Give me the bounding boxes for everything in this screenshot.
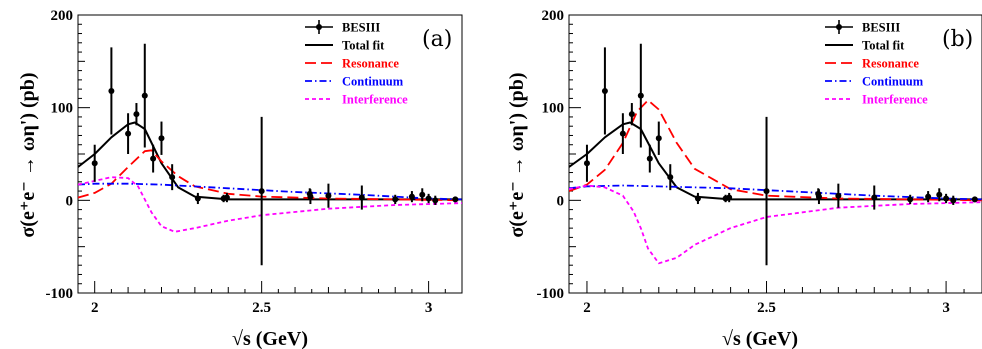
besiii-data-points: [91, 43, 459, 266]
besiii-data-points: [583, 43, 978, 266]
legend-label-resonance: Resonance: [342, 57, 399, 71]
data-point: [936, 191, 943, 198]
legend-label-besiii: BESIII: [342, 21, 380, 35]
data-point: [694, 195, 701, 202]
data-point: [408, 193, 415, 200]
legend-label-continuum: Continuum: [862, 75, 924, 89]
data-point: [125, 130, 132, 137]
y-minor-ticks: [78, 14, 90, 294]
data-point: [392, 196, 399, 203]
data-point: [169, 174, 176, 181]
y-tick-label: 100: [51, 101, 74, 117]
data-point: [223, 194, 230, 201]
data-point: [108, 87, 115, 94]
y-axis-title: σ(e⁺e⁻ → ωη') (pb): [17, 72, 39, 237]
data-point: [194, 195, 201, 202]
fit-curves: [569, 99, 982, 265]
x-minor-ticks: [77, 281, 463, 293]
data-point: [358, 194, 365, 201]
data-point: [815, 193, 822, 200]
data-point: [646, 155, 653, 162]
data-point: [158, 135, 165, 142]
data-point: [971, 196, 978, 203]
y-tick-label: -100: [46, 286, 74, 302]
data-point: [307, 193, 314, 200]
legend-label-besiii: BESIII: [862, 21, 900, 35]
series-continuum-line: [569, 184, 982, 201]
plot-frame: [568, 14, 982, 294]
legend-swatch-besiii-marker: [316, 24, 322, 30]
data-point: [583, 160, 590, 167]
x-axis-title: √s (GeV): [232, 328, 308, 349]
data-point: [150, 155, 157, 162]
y-tick-label: 0: [557, 193, 565, 209]
y-minor-ticks: [569, 14, 581, 294]
y-tick-label: 100: [542, 101, 565, 117]
panel-label: (b): [942, 27, 973, 52]
data-point: [452, 196, 459, 203]
legend-swatch-besiii-marker: [836, 24, 842, 30]
series-continuum-line: [78, 182, 462, 201]
data-point: [133, 111, 140, 118]
legend-label-interference: Interference: [342, 93, 408, 107]
y-axis-title: σ(e⁺e⁻ → ωη') (pb): [506, 72, 528, 237]
x-tick-label: 3: [425, 300, 433, 316]
plot-frame: [77, 14, 463, 294]
legend-label-resonance: Resonance: [862, 57, 919, 71]
y-tick-label: -100: [537, 286, 565, 302]
data-point: [943, 195, 950, 202]
data-point: [667, 174, 674, 181]
data-point: [601, 87, 608, 94]
y-tick-label: 200: [51, 8, 74, 24]
data-point: [835, 192, 842, 199]
x-tick-label: 2: [91, 300, 99, 316]
x-minor-ticks: [568, 281, 982, 293]
legend-label-total-fit: Total fit: [862, 39, 905, 53]
data-point: [419, 191, 426, 198]
series-total-fit-line: [569, 121, 982, 201]
data-point: [325, 192, 332, 199]
legend: BESIII Total fit Resonance Continuum Interfe…: [825, 20, 928, 107]
x-tick-label: 2.5: [757, 300, 776, 316]
series-interference-line: [78, 176, 462, 233]
x-tick-label: 3: [942, 300, 950, 316]
data-point: [619, 130, 626, 137]
data-point: [655, 135, 662, 142]
y-tick-label: 0: [66, 193, 74, 209]
data-point: [425, 195, 432, 202]
series-resonance-line: [569, 99, 982, 202]
legend-label-total-fit: Total fit: [342, 39, 385, 53]
x-tick-label: 2: [583, 300, 591, 316]
chart-panel-2: 2 2.5 3 -100 0 100 200 √s (GeV) σ(e⁺e⁻ → ωη') (p…: [506, 8, 982, 349]
data-point: [258, 188, 265, 195]
x-tick-label: 2.5: [252, 300, 271, 316]
data-point: [637, 92, 644, 99]
data-point: [907, 196, 914, 203]
data-point: [925, 193, 932, 200]
series-interference-line: [569, 184, 982, 265]
data-point: [432, 197, 439, 204]
data-point: [628, 111, 635, 118]
data-point: [726, 194, 733, 201]
data-point: [950, 197, 957, 204]
panel-label: (a): [422, 27, 452, 52]
data-point: [871, 194, 878, 201]
legend: BESIII Total fit Resonance Continuum Interfe…: [305, 20, 408, 107]
fit-curves: [78, 121, 462, 233]
x-axis-title: √s (GeV): [722, 328, 798, 349]
data-point: [91, 160, 98, 167]
data-point: [763, 188, 770, 195]
chart-panel-1: 2 2.5 3 -100 0 100 200 √s (GeV) σ(e⁺e⁻ → ωη') (p…: [17, 8, 463, 349]
y-tick-label: 200: [542, 8, 565, 24]
legend-label-continuum: Continuum: [342, 75, 404, 89]
legend-label-interference: Interference: [862, 93, 928, 107]
data-point: [141, 92, 148, 99]
series-resonance-line: [78, 149, 462, 202]
